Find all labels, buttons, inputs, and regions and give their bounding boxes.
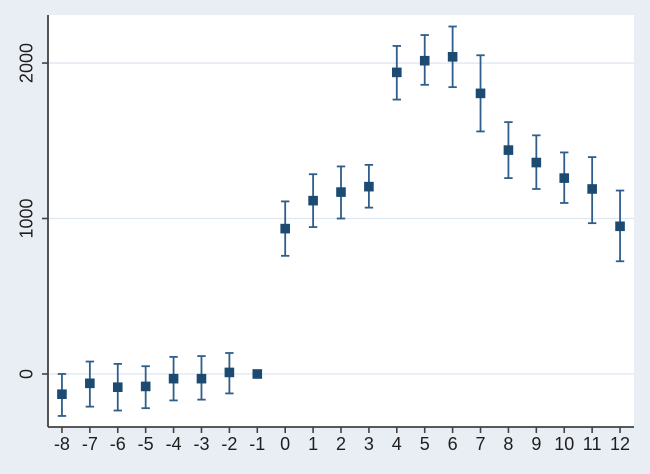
x-axis-tick-label: 2 [336, 434, 346, 454]
plot-area [48, 15, 634, 427]
x-axis-tick-label: -3 [193, 434, 209, 454]
x-axis-tick-label: 12 [610, 434, 630, 454]
y-axis-tick-label: 1000 [16, 198, 36, 238]
x-axis-tick-label: 8 [503, 434, 513, 454]
data-point-marker [140, 381, 151, 392]
data-point-marker [336, 187, 346, 197]
x-axis-tick-label: 3 [364, 434, 374, 454]
x-axis-tick-label: -7 [82, 434, 98, 454]
data-point-marker [57, 389, 67, 399]
data-point-marker [531, 157, 542, 168]
x-axis-tick-label: 9 [531, 434, 541, 454]
x-axis-tick-label: -1 [249, 434, 265, 454]
y-axis-tick-label: 2000 [16, 43, 36, 83]
x-axis-tick-label: 11 [583, 434, 602, 454]
x-axis-tick-label: -5 [138, 434, 154, 454]
data-point-marker [280, 223, 290, 234]
x-axis-tick-label: -2 [221, 434, 237, 454]
data-point-marker [503, 145, 514, 155]
x-axis-tick-label: 7 [476, 434, 486, 454]
data-point-marker [224, 367, 235, 378]
data-point-marker [112, 382, 123, 392]
data-point-marker [168, 373, 179, 384]
x-axis-tick-label: 10 [554, 434, 574, 454]
x-axis-tick-label: 0 [280, 434, 290, 454]
data-point-marker [587, 184, 597, 194]
x-axis-tick-label: 6 [448, 434, 458, 454]
data-point-marker [252, 369, 263, 379]
data-point-marker [392, 67, 402, 78]
data-point-marker [364, 181, 374, 192]
data-point-marker [615, 221, 625, 232]
x-axis-tick-label: 1 [308, 434, 318, 454]
data-point-marker [447, 52, 458, 62]
x-axis-tick-label: 5 [420, 434, 430, 454]
x-axis-tick-label: -4 [166, 434, 182, 454]
data-point-marker [559, 173, 570, 183]
x-axis-tick-label: -6 [110, 434, 126, 454]
data-point-marker [308, 195, 318, 206]
x-axis-tick-label: 4 [392, 434, 402, 454]
data-point-marker [196, 373, 207, 384]
data-point-marker [85, 378, 95, 389]
data-point-marker [475, 88, 486, 99]
y-axis-tick-label: 0 [16, 369, 36, 379]
x-axis-tick-label: -8 [54, 434, 70, 454]
data-point-marker [419, 55, 430, 66]
